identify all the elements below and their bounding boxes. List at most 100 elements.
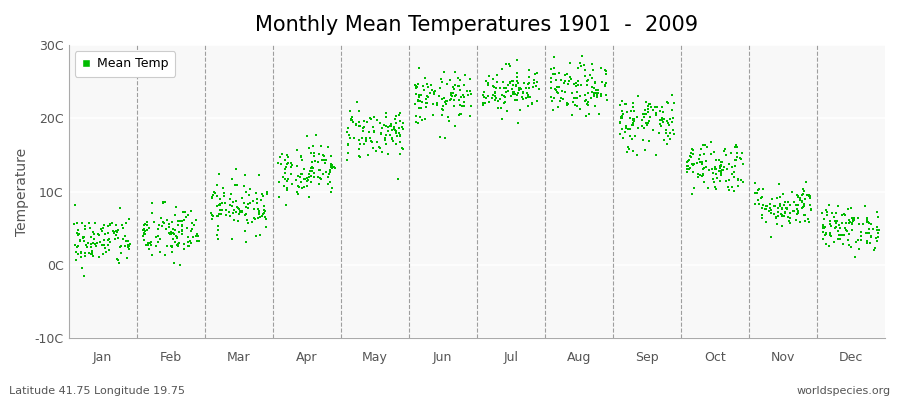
Point	[730, 153, 744, 160]
Point	[341, 124, 356, 131]
Point	[860, 230, 874, 236]
Point	[438, 98, 453, 104]
Text: worldspecies.org: worldspecies.org	[796, 386, 891, 396]
Point	[219, 212, 233, 218]
Point	[352, 123, 366, 130]
Point	[364, 116, 378, 122]
Point	[767, 211, 781, 217]
Point	[644, 104, 658, 110]
Point	[485, 83, 500, 89]
Point	[306, 143, 320, 150]
Point	[829, 224, 843, 230]
Point	[491, 97, 505, 104]
Point	[106, 228, 121, 234]
Point	[392, 110, 407, 116]
Point	[109, 232, 123, 238]
Point	[682, 157, 697, 163]
Point	[144, 241, 158, 248]
Point	[411, 81, 426, 87]
Point	[804, 206, 818, 212]
Point	[411, 120, 426, 126]
Point	[227, 217, 241, 223]
Point	[341, 131, 356, 138]
Point	[772, 203, 787, 209]
Point	[390, 133, 404, 139]
Point	[76, 234, 90, 240]
Point	[246, 198, 260, 204]
Point	[686, 147, 700, 154]
Point	[552, 84, 566, 90]
Point	[136, 227, 150, 234]
Point	[796, 203, 811, 210]
Point	[872, 227, 886, 234]
Point	[346, 118, 360, 125]
Point	[657, 136, 671, 143]
Point	[685, 168, 699, 175]
Point	[665, 107, 680, 114]
Point	[562, 78, 576, 85]
Point	[805, 206, 819, 213]
Point	[356, 125, 370, 131]
Point	[210, 232, 224, 238]
Point	[834, 220, 849, 227]
Point	[274, 151, 289, 158]
Point	[783, 210, 797, 216]
Point	[142, 246, 157, 252]
Point	[363, 134, 377, 141]
Point	[529, 70, 544, 77]
Point	[860, 230, 874, 236]
Point	[721, 184, 735, 190]
Point	[544, 74, 559, 81]
Point	[340, 149, 355, 156]
Point	[837, 232, 851, 239]
Point	[84, 240, 98, 247]
Point	[591, 87, 606, 93]
Point	[655, 118, 670, 125]
Point	[393, 118, 408, 124]
Text: Jul: Jul	[503, 351, 518, 364]
Point	[297, 176, 311, 182]
Point	[355, 134, 369, 141]
Point	[237, 183, 251, 189]
Point	[648, 104, 662, 110]
Point	[343, 134, 357, 141]
Point	[420, 99, 435, 106]
Point	[698, 164, 713, 170]
Point	[300, 174, 314, 181]
Point	[549, 84, 563, 90]
Point	[598, 68, 613, 74]
Point	[91, 231, 105, 238]
Point	[639, 99, 653, 105]
Point	[572, 92, 587, 99]
Point	[587, 85, 601, 91]
Point	[180, 225, 194, 231]
Point	[324, 161, 338, 168]
Point	[503, 80, 517, 86]
Point	[464, 103, 478, 110]
Point	[796, 204, 810, 210]
Point	[685, 191, 699, 198]
Point	[861, 220, 876, 226]
Point	[429, 100, 444, 106]
Point	[637, 106, 652, 113]
Point	[708, 166, 723, 172]
Point	[500, 82, 515, 89]
Point	[167, 227, 182, 233]
Point	[768, 203, 782, 209]
Point	[791, 210, 806, 217]
Point	[725, 164, 740, 170]
Text: Apr: Apr	[296, 351, 318, 364]
Point	[384, 121, 399, 128]
Point	[452, 83, 466, 89]
Point	[435, 78, 449, 85]
Point	[652, 108, 667, 114]
Point	[640, 122, 654, 128]
Point	[235, 208, 249, 215]
Point	[301, 176, 315, 183]
Point	[230, 204, 244, 210]
Point	[699, 158, 714, 164]
Point	[714, 168, 728, 174]
Point	[393, 132, 408, 139]
Point	[140, 240, 155, 246]
Point	[613, 119, 627, 126]
